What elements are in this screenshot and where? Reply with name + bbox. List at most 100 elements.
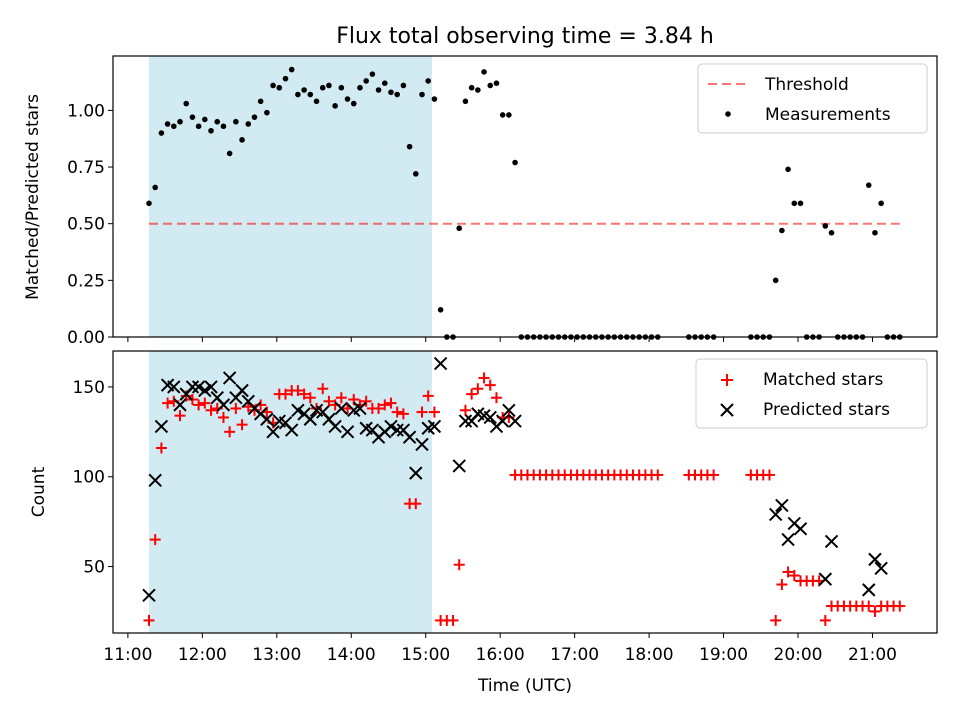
bottom-y-axis-ticks: 50 100 150 (73, 378, 113, 578)
measurements-legend-label: Measurements (765, 105, 891, 125)
matched-star-point (397, 408, 409, 420)
top-shaded-band (148, 56, 432, 337)
predicted-star-point (266, 425, 280, 439)
matched-star-point (410, 498, 422, 510)
measurement-point (202, 116, 208, 123)
predicted-star-point (216, 398, 231, 412)
measurement-point (332, 103, 338, 109)
measurement-point (307, 91, 314, 98)
measurement-point (779, 227, 785, 234)
measurement-point (462, 98, 469, 105)
predicted-star-point (284, 423, 299, 437)
matched-star-point (869, 605, 881, 617)
matched-star-point (217, 411, 229, 423)
measurement-point (158, 130, 165, 136)
predicted-star-point (340, 425, 355, 439)
matched-star-point (478, 372, 490, 384)
matched-star-point (763, 469, 775, 481)
measurement-point (264, 109, 270, 116)
measurement-point (276, 84, 283, 91)
measurement-point (251, 114, 258, 120)
predicted-star-point (334, 401, 349, 416)
measurement-point (375, 87, 382, 93)
matched-star-point (652, 469, 664, 481)
predicted-star-point (328, 419, 342, 434)
predicted-star-point (818, 572, 833, 586)
top-y-tick-label: 1.00 (67, 101, 105, 121)
matched-star-point (230, 402, 242, 414)
measurement-point (772, 277, 779, 284)
matched-star-point (466, 388, 478, 400)
predicted-star-point (452, 459, 466, 473)
x-tick-label: 11:00 (103, 645, 152, 665)
measurement-point (189, 114, 196, 120)
matched-star-point (484, 379, 496, 391)
top-y-tick-label: 0.75 (67, 158, 105, 178)
measurement-point (419, 91, 425, 98)
measurement-point (214, 118, 221, 125)
x-tick-label: 17:00 (550, 645, 599, 665)
measurement-point (785, 166, 791, 173)
measurement-point (282, 75, 289, 82)
measurement-point (338, 84, 345, 91)
measurement-point (319, 84, 326, 91)
measurement-point (791, 200, 798, 207)
predicted-star-point (433, 356, 448, 371)
measurement-point (797, 200, 804, 207)
measurement-point (313, 98, 320, 105)
matched-star-point (199, 397, 211, 409)
measurement-point (326, 82, 332, 89)
predicted-star-points (142, 356, 888, 602)
measurement-point (171, 123, 177, 130)
measurement-point (183, 100, 190, 107)
measurement-point (363, 78, 369, 84)
measurement-point (878, 200, 884, 207)
matched-star-point (422, 390, 434, 402)
predicted-star-point (185, 380, 200, 394)
threshold-legend-label: Threshold (764, 75, 849, 95)
measurement-point (381, 80, 388, 86)
top-y-axis-label: Matched/Predicted stars (23, 94, 43, 300)
x-tick-label: 18:00 (625, 645, 674, 665)
measurement-point (865, 182, 872, 188)
x-tick-label: 12:00 (178, 645, 227, 665)
measurement-point (425, 78, 432, 84)
predicted-star-point (148, 473, 162, 488)
matched-star-point (323, 395, 335, 407)
matched-star-point (149, 534, 161, 546)
matched-star-point (162, 397, 174, 409)
measurement-point (270, 82, 276, 89)
predicted-star-point (191, 380, 206, 394)
matched-star-point (490, 392, 502, 404)
predicted-star-point (415, 437, 429, 452)
measurement-point (822, 223, 829, 229)
top-legend: Threshold Measurements (697, 63, 928, 134)
top-y-tick-label: 0.50 (67, 215, 105, 235)
measurement-point (350, 100, 357, 107)
measurement-point (233, 118, 239, 125)
measurement-point (344, 96, 351, 102)
x-tick-label: 13:00 (252, 645, 301, 665)
measurement-point (152, 184, 158, 191)
measurement-point (226, 150, 233, 157)
measurement-point (257, 98, 264, 105)
measurement-point (431, 96, 438, 102)
predicted-legend-label: Predicted stars (763, 400, 890, 420)
matched-star-point (770, 614, 782, 626)
bottom-shaded-band (148, 351, 432, 633)
matched-legend-swatch (721, 374, 733, 386)
measurement-point (828, 229, 835, 236)
predicted-star-point (390, 423, 404, 437)
matched-star-point (373, 402, 385, 414)
predicted-star-point (260, 412, 274, 426)
measurement-point (388, 89, 394, 96)
matched-star-point (391, 406, 403, 418)
predicted-star-point (775, 498, 789, 513)
matched-star-point (304, 392, 316, 404)
predicted-star-point (458, 414, 473, 428)
matched-star-point (335, 392, 347, 404)
matched-star-point (317, 383, 329, 395)
matched-star-point (894, 600, 906, 612)
matched-star-point (379, 399, 391, 411)
top-panel: 0.00 0.25 0.50 0.75 1.00 Matched/Predicted s… (23, 55, 938, 348)
